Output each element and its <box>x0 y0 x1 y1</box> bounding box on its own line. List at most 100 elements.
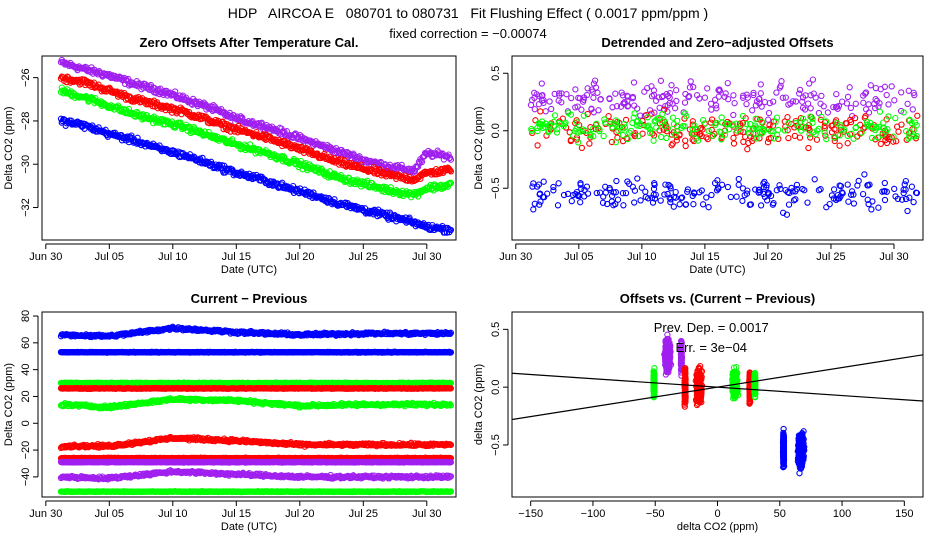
data-point <box>739 112 747 120</box>
data-point <box>578 144 586 152</box>
data-point <box>867 82 874 89</box>
data-point <box>704 135 711 143</box>
data-point <box>681 123 688 130</box>
data-point <box>318 165 325 172</box>
data-point <box>898 196 906 203</box>
data-point <box>670 203 677 210</box>
data-point <box>663 134 670 142</box>
data-point <box>669 100 676 107</box>
data-point <box>532 117 539 124</box>
data-point <box>904 100 911 108</box>
data-point <box>845 198 852 205</box>
data-point <box>676 132 683 139</box>
data-point <box>597 96 604 103</box>
data-point <box>908 183 916 190</box>
data-point <box>651 181 658 189</box>
data-point <box>575 139 582 146</box>
data-point <box>664 190 671 198</box>
x-axis-label: Date (UTC) <box>221 264 277 276</box>
data-point <box>650 191 657 198</box>
data-point <box>600 132 607 140</box>
data-point <box>599 199 607 206</box>
data-point <box>836 195 843 202</box>
data-point <box>678 194 686 201</box>
data-point <box>860 92 867 99</box>
x-tick-label: Jul 25 <box>816 251 845 263</box>
data-point <box>573 119 581 126</box>
data-point <box>690 83 697 91</box>
data-point <box>846 84 853 91</box>
data-point <box>832 104 840 111</box>
data-point <box>572 86 579 93</box>
x-tick-label: Jul 10 <box>627 251 656 263</box>
data-point <box>782 94 789 101</box>
data-point <box>850 135 857 142</box>
data-point <box>789 98 797 105</box>
data-point <box>703 194 710 201</box>
data-point <box>544 190 551 197</box>
data-point <box>900 109 907 116</box>
data-point <box>901 181 908 188</box>
data-point <box>673 87 680 94</box>
data-point <box>583 91 591 99</box>
data-point <box>578 106 585 113</box>
data-point <box>719 119 726 126</box>
data-point <box>586 140 593 147</box>
data-point <box>246 141 254 148</box>
data-point <box>776 182 783 189</box>
data-point <box>810 129 817 136</box>
data-point <box>731 100 738 107</box>
data-point <box>663 90 670 98</box>
data-point <box>781 118 788 125</box>
data-point <box>770 199 777 207</box>
data-point <box>699 201 707 208</box>
data-point <box>562 119 569 126</box>
data-point <box>744 94 751 101</box>
data-point <box>826 200 833 208</box>
data-point <box>612 90 619 97</box>
data-point <box>837 182 845 190</box>
data-point <box>546 98 553 105</box>
data-point <box>851 114 859 122</box>
data-point <box>776 84 784 91</box>
x-tick-label: Jul 05 <box>95 251 124 263</box>
data-point <box>860 99 867 106</box>
data-point <box>902 186 909 193</box>
data-point <box>900 189 907 197</box>
data-point <box>844 140 851 147</box>
data-point <box>784 127 791 134</box>
data-point <box>537 198 544 205</box>
data-point <box>741 133 749 140</box>
x-tick-label: Jul 10 <box>158 251 187 263</box>
data-point <box>664 125 672 132</box>
data-point <box>807 105 814 112</box>
data-point <box>587 134 594 141</box>
data-point <box>743 120 750 128</box>
data-point <box>689 125 696 133</box>
data-point <box>649 199 657 206</box>
data-point <box>832 117 840 124</box>
data-point <box>881 196 889 204</box>
data-point <box>699 117 707 124</box>
data-point <box>785 201 793 208</box>
data-point <box>687 78 694 85</box>
data-point <box>716 86 723 93</box>
data-point <box>895 128 902 135</box>
data-point <box>785 120 792 127</box>
data-point <box>673 127 680 135</box>
data-point <box>847 104 855 112</box>
data-point <box>531 200 538 207</box>
data-point <box>813 136 821 143</box>
data-point <box>686 126 693 133</box>
data-point <box>662 181 669 188</box>
data-point <box>646 129 654 137</box>
data-point <box>842 120 849 127</box>
data-point <box>657 197 664 204</box>
plot-area <box>527 76 921 218</box>
data-point <box>568 94 575 102</box>
data-point <box>886 133 893 141</box>
plot-frame <box>511 55 924 241</box>
data-point <box>691 122 698 129</box>
data-point <box>833 90 840 98</box>
data-point <box>625 180 633 187</box>
